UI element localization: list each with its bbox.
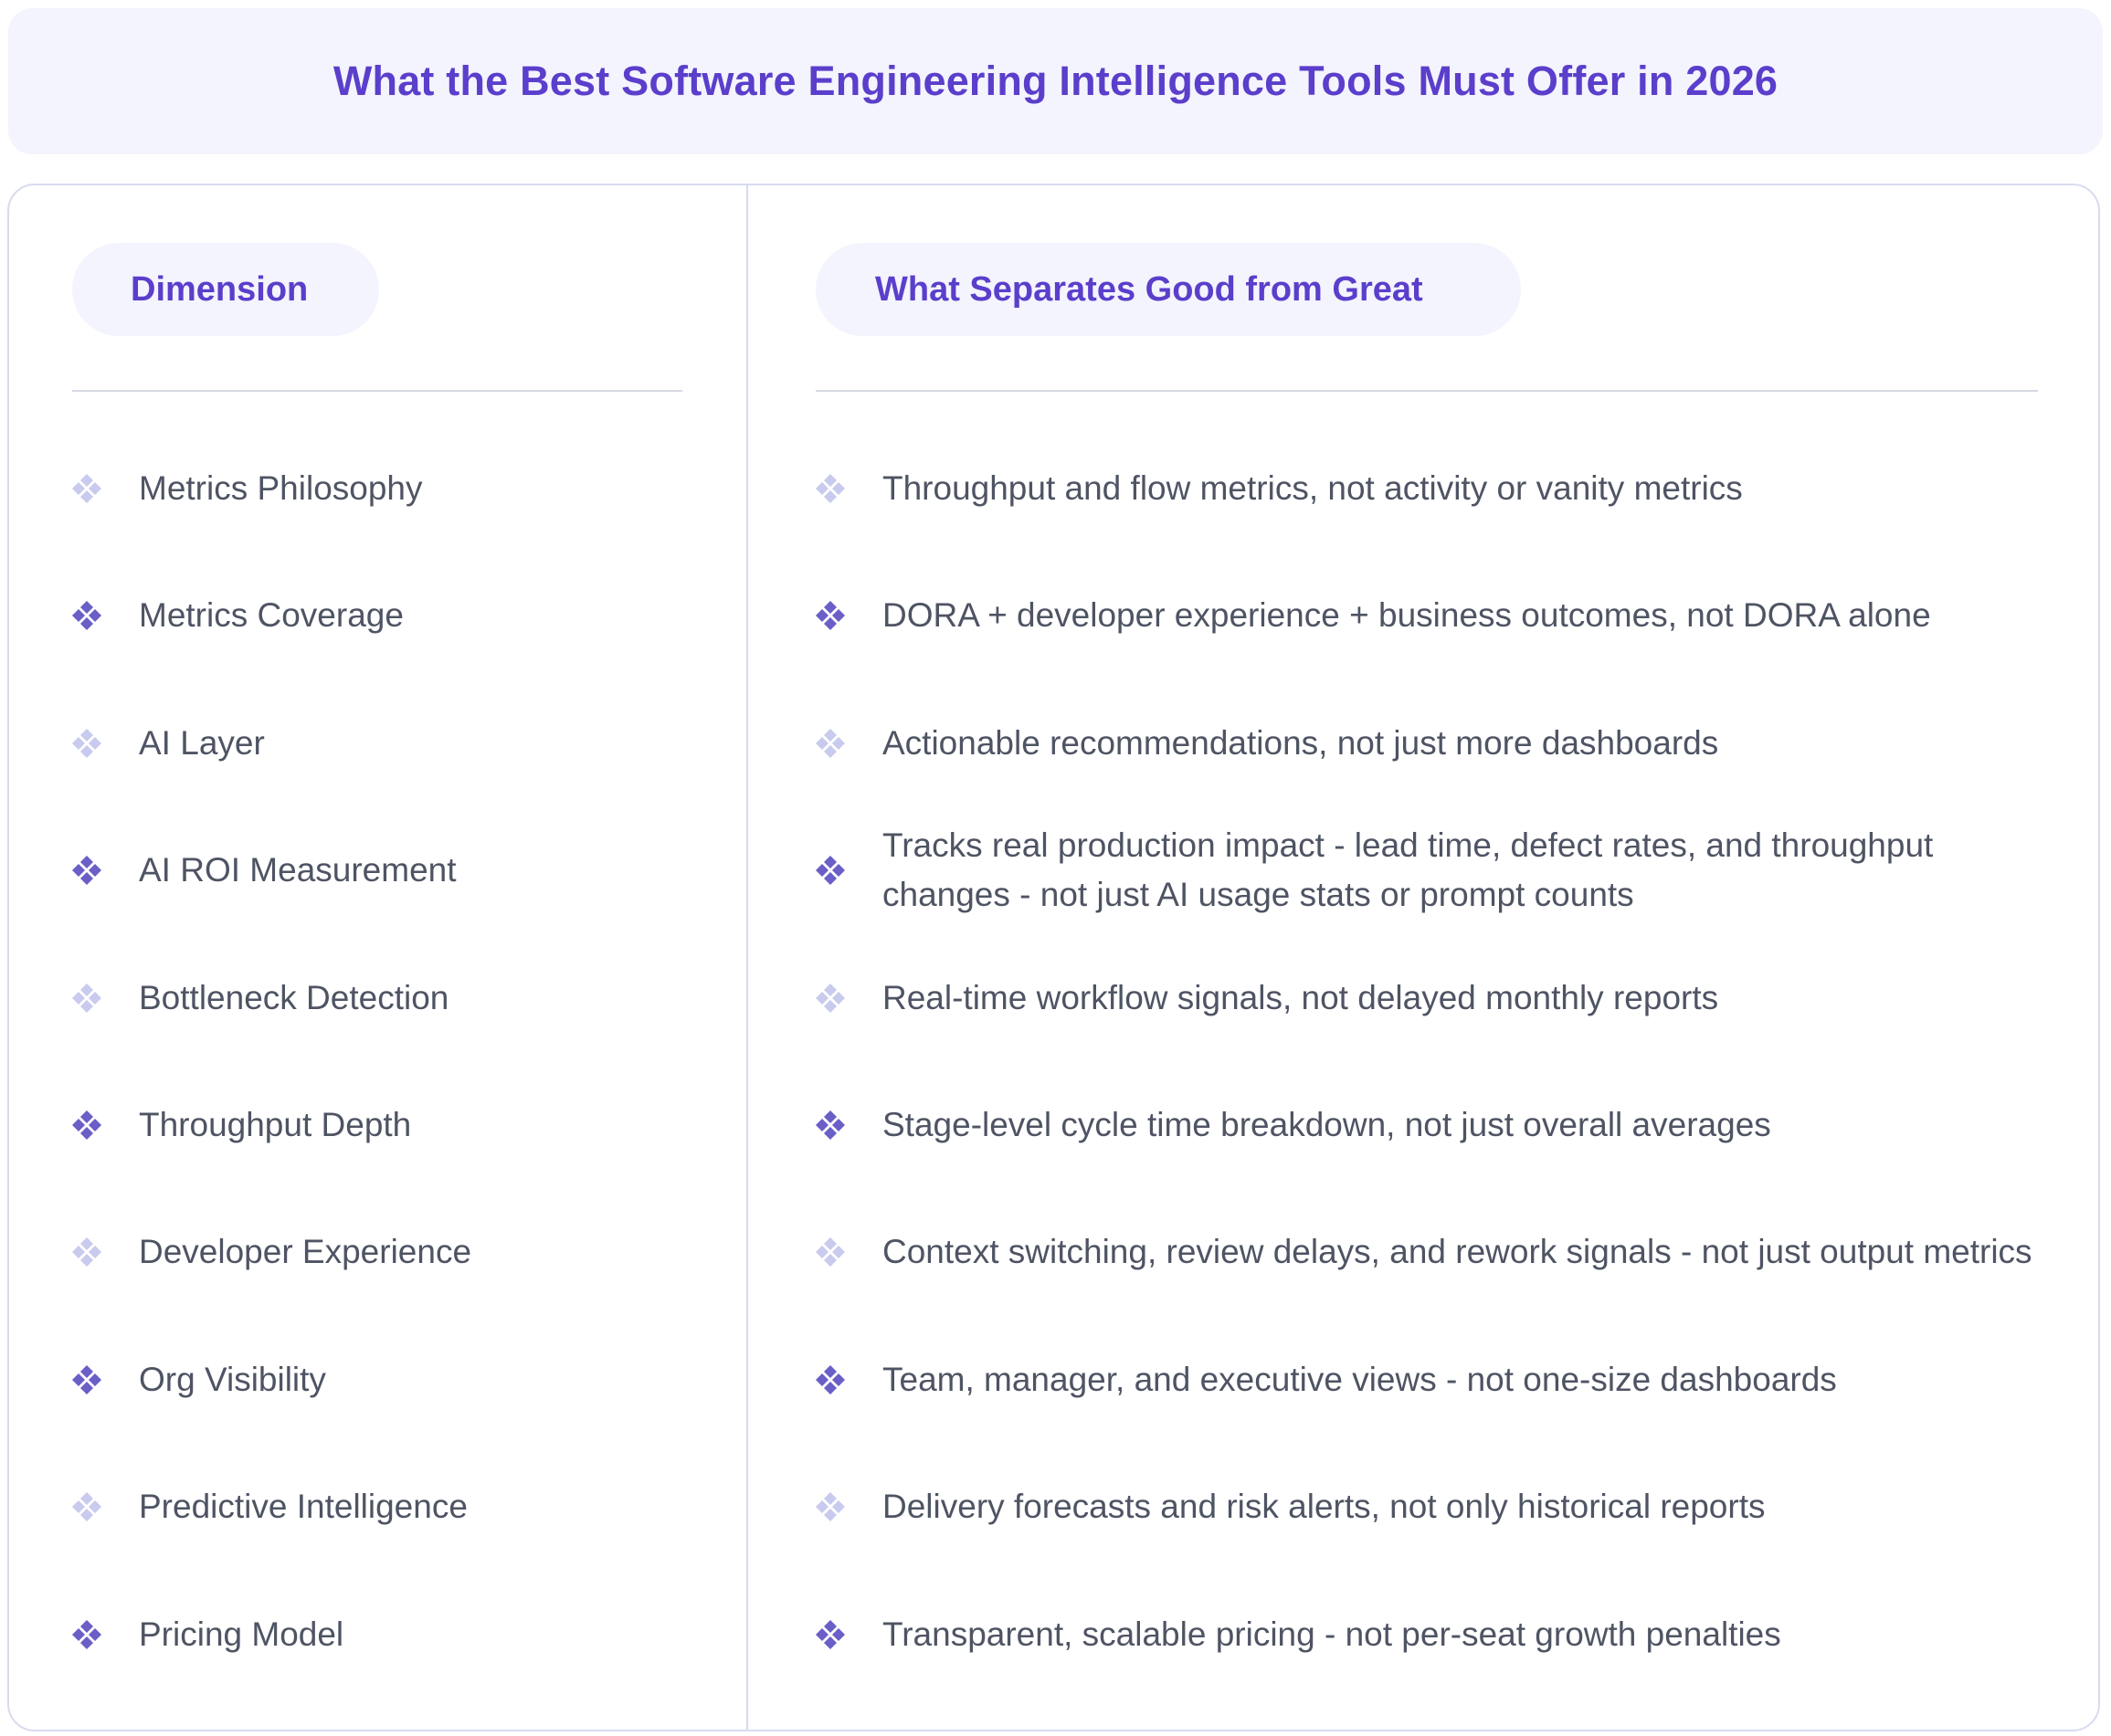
good-vs-great-cell: DORA + developer experience + business o…: [815, 565, 2048, 666]
good-vs-great-header-rule: [816, 390, 2038, 392]
good-vs-great-text: Delivery forecasts and risk alerts, not …: [882, 1488, 1766, 1526]
good-vs-great-cell: Real-time workflow signals, not delayed …: [815, 948, 2048, 1048]
comparison-table: [7, 184, 2100, 1731]
title-banner: What the Best Software Engineering Intel…: [8, 8, 2103, 154]
good-vs-great-text: DORA + developer experience + business o…: [882, 596, 1931, 635]
good-vs-great-text: Actionable recommendations, not just mor…: [882, 723, 1719, 762]
dimension-label: Metrics Coverage: [139, 596, 404, 635]
diamond-cluster-icon: [816, 474, 845, 503]
page-title: What the Best Software Engineering Intel…: [332, 58, 1779, 104]
dimension-label: Metrics Philosophy: [139, 469, 423, 507]
good-vs-great-text: Real-time workflow signals, not delayed …: [882, 978, 1719, 1016]
dimension-label: Org Visibility: [139, 1360, 326, 1398]
dimension-label: Pricing Model: [139, 1615, 344, 1653]
dimension-header-rule: [72, 390, 682, 392]
diamond-cluster-icon: [72, 601, 101, 631]
dimension-cell: Pricing Model: [71, 1584, 729, 1685]
good-vs-great-cell: Team, manager, and executive views - not…: [815, 1330, 2048, 1430]
diamond-cluster-icon: [72, 1492, 101, 1522]
good-vs-great-cell: Stage-level cycle time breakdown, not ju…: [815, 1075, 2048, 1175]
good-vs-great-text: Transparent, scalable pricing - not per-…: [882, 1615, 1781, 1653]
diamond-cluster-icon: [816, 983, 845, 1013]
column-divider: [746, 184, 748, 1731]
dimension-cell: Metrics Coverage: [71, 565, 729, 666]
dimension-header: Dimension: [72, 243, 379, 336]
dimension-cell: Metrics Philosophy: [71, 438, 729, 539]
dimension-cell: AI ROI Measurement: [71, 820, 729, 921]
good-vs-great-cell: Delivery forecasts and risk alerts, not …: [815, 1457, 2048, 1557]
diamond-cluster-icon: [72, 983, 101, 1013]
dimension-label: Predictive Intelligence: [139, 1488, 468, 1526]
dimension-label: Developer Experience: [139, 1233, 472, 1271]
good-vs-great-cell: Throughput and flow metrics, not activit…: [815, 438, 2048, 539]
dimension-label: Bottleneck Detection: [139, 978, 449, 1016]
diamond-cluster-icon: [72, 1237, 101, 1268]
diamond-cluster-icon: [72, 728, 101, 758]
diamond-cluster-icon: [72, 1619, 101, 1649]
diamond-cluster-icon: [816, 856, 845, 886]
dimension-cell: Throughput Depth: [71, 1075, 729, 1175]
diamond-cluster-icon: [72, 1110, 101, 1140]
dimension-label: AI ROI Measurement: [139, 851, 457, 889]
diamond-cluster-icon: [72, 1364, 101, 1394]
good-vs-great-text: Context switching, review delays, and re…: [882, 1233, 2032, 1271]
dimension-cell: Org Visibility: [71, 1330, 729, 1430]
dimension-label: AI Layer: [139, 723, 265, 762]
diamond-cluster-icon: [816, 1110, 845, 1140]
dimension-cell: AI Layer: [71, 693, 729, 794]
good-vs-great-text: Stage-level cycle time breakdown, not ju…: [882, 1106, 1771, 1143]
diamond-cluster-icon: [816, 1364, 845, 1394]
dimension-cell: Developer Experience: [71, 1202, 729, 1302]
diamond-cluster-icon: [816, 601, 845, 631]
dimension-label: Throughput Depth: [139, 1106, 412, 1143]
dimension-cell: Predictive Intelligence: [71, 1457, 729, 1557]
diamond-cluster-icon: [816, 1492, 845, 1522]
diamond-cluster-icon: [816, 1237, 845, 1268]
diamond-cluster-icon: [72, 474, 101, 503]
good-vs-great-cell: Actionable recommendations, not just mor…: [815, 693, 2048, 794]
diamond-cluster-icon: [72, 856, 101, 886]
good-vs-great-cell: Transparent, scalable pricing - not per-…: [815, 1584, 2048, 1685]
dimension-cell: Bottleneck Detection: [71, 948, 729, 1048]
good-vs-great-text: Throughput and flow metrics, not activit…: [882, 469, 1743, 507]
diamond-cluster-icon: [816, 1619, 845, 1649]
diamond-cluster-icon: [816, 728, 845, 758]
good-vs-great-cell: Context switching, review delays, and re…: [815, 1202, 2048, 1302]
good-vs-great-text: Tracks real production impact - lead tim…: [882, 826, 1934, 914]
good-vs-great-cell: Tracks real production impact - lead tim…: [815, 820, 2048, 921]
good-vs-great-header: What Separates Good from Great: [816, 243, 1521, 336]
good-vs-great-text: Team, manager, and executive views - not…: [882, 1360, 1837, 1398]
